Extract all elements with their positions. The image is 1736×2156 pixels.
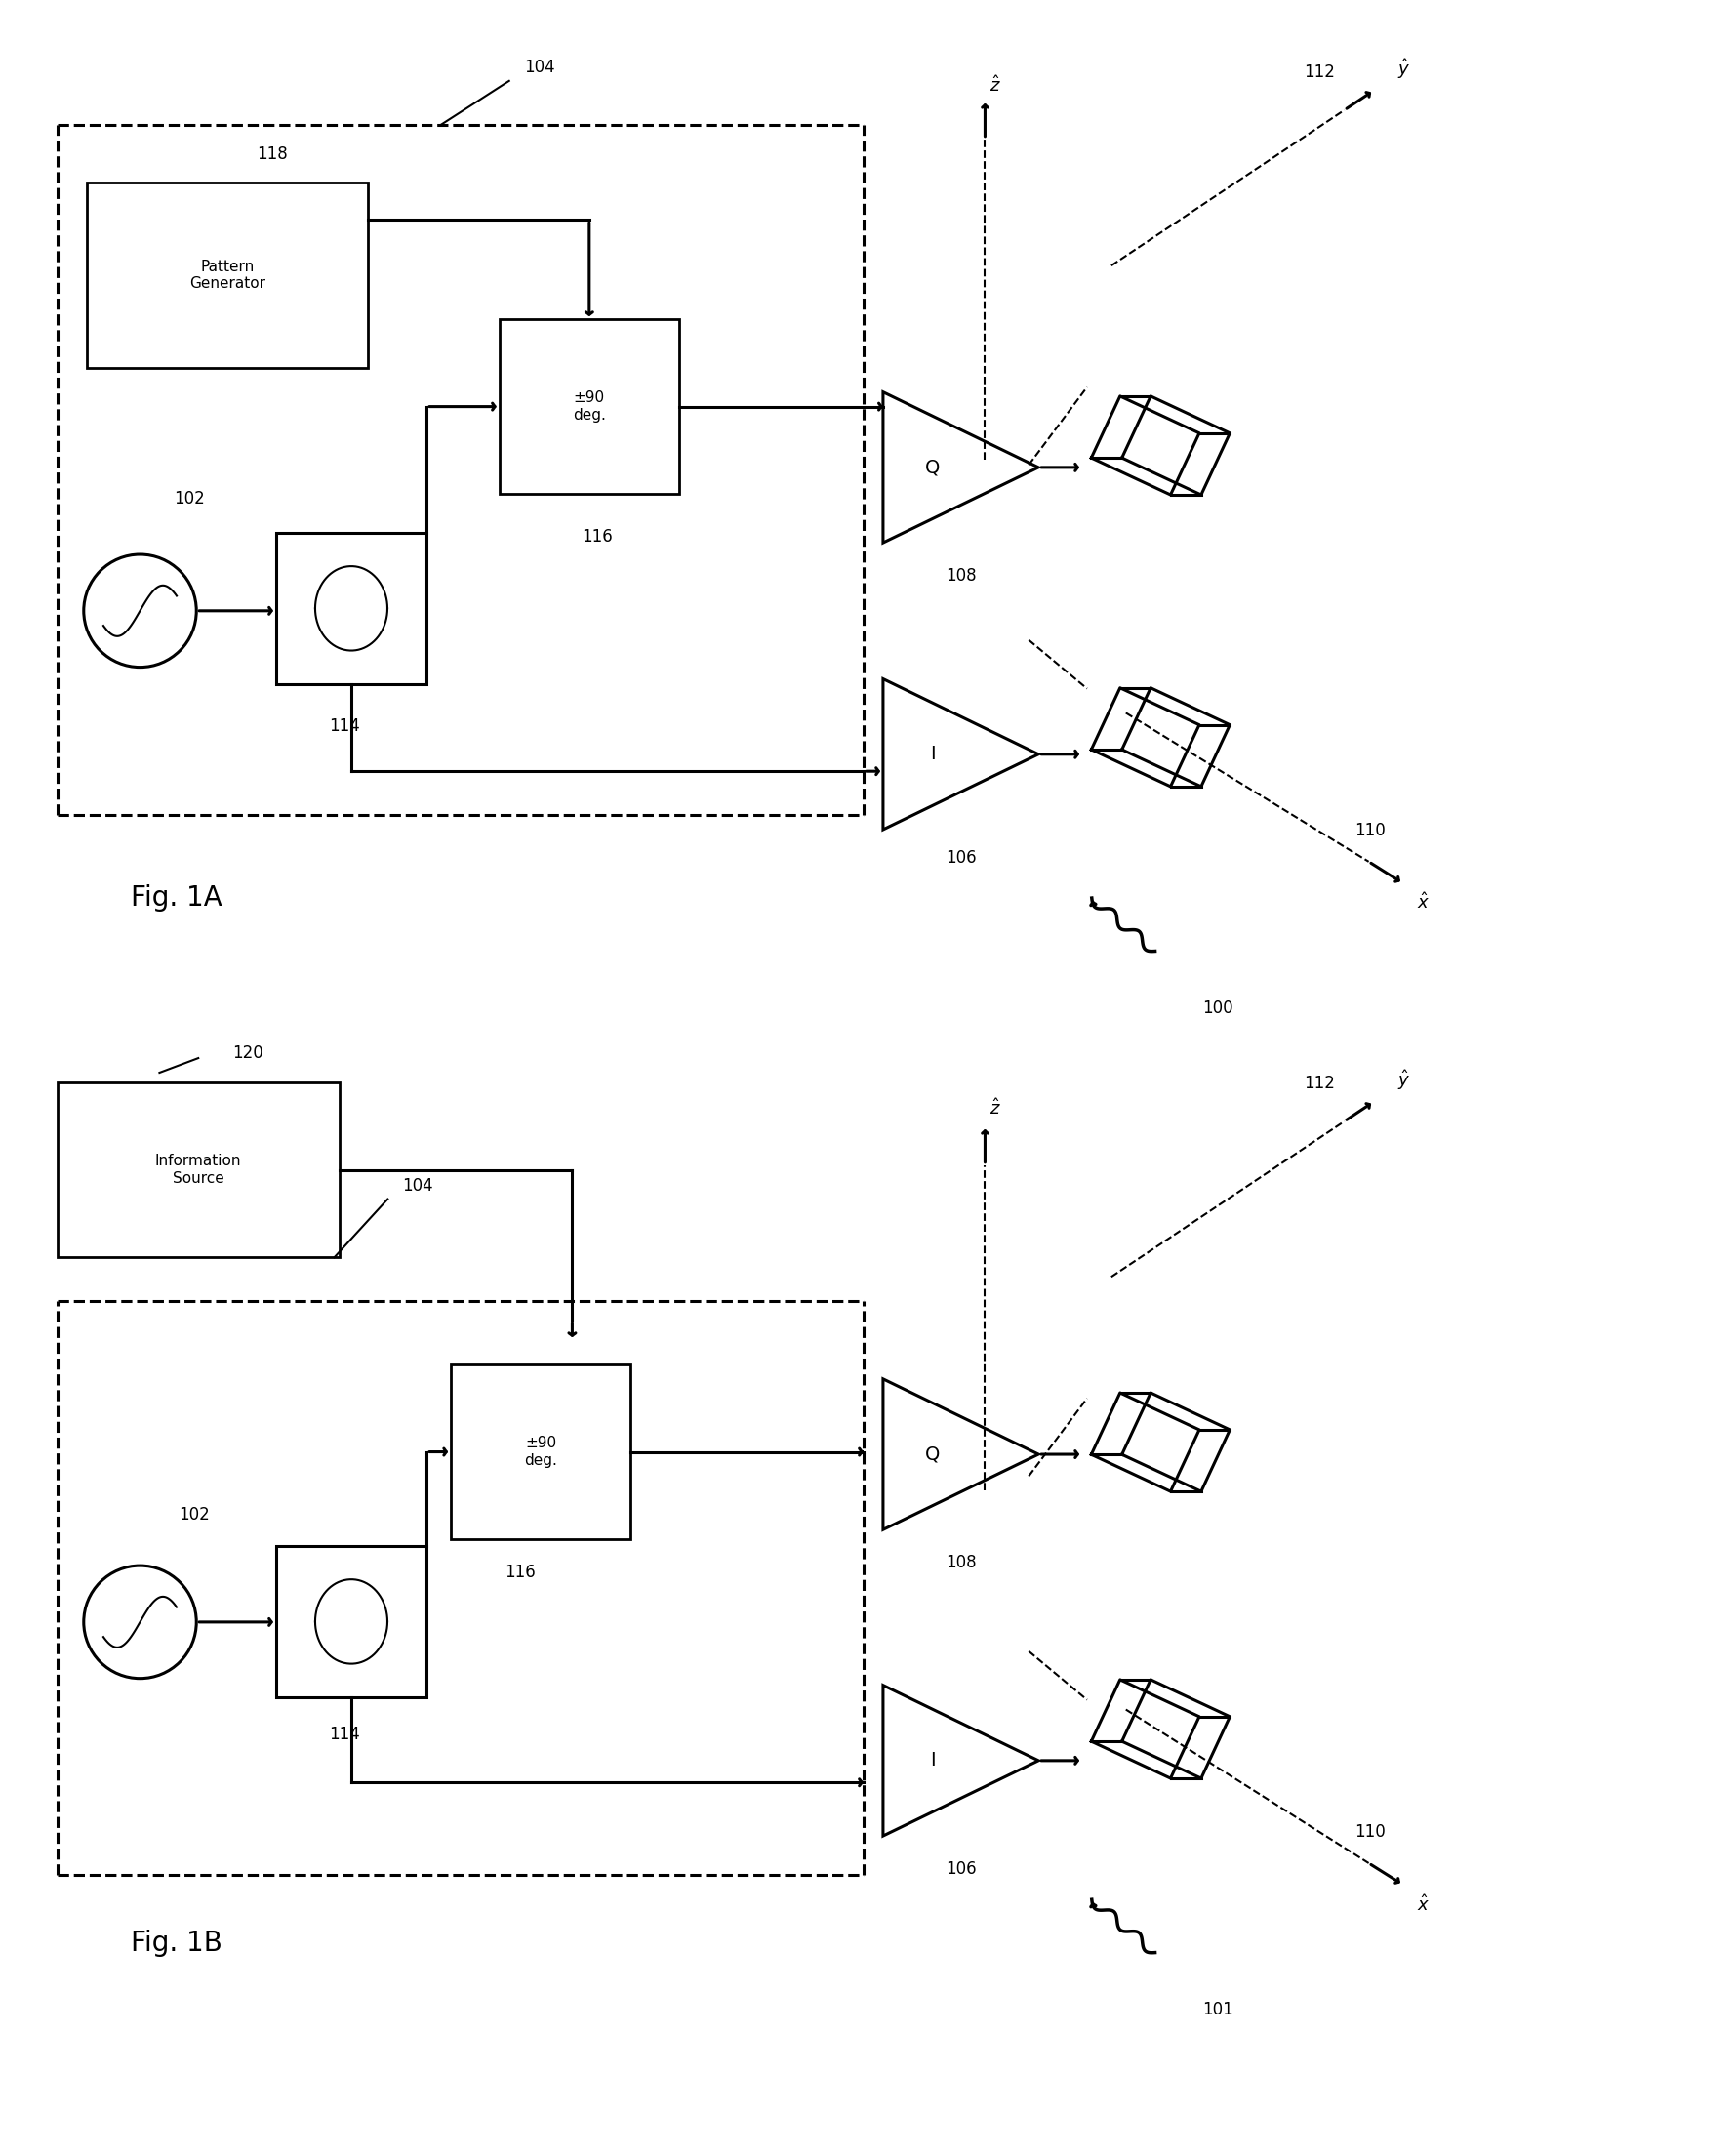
Text: 102: 102 xyxy=(174,489,205,509)
Text: 114: 114 xyxy=(330,1727,361,1744)
Text: $\hat{x}$: $\hat{x}$ xyxy=(1417,893,1430,912)
Text: 106: 106 xyxy=(946,849,977,867)
Bar xyxy=(57,1082,339,1257)
Text: $\hat{y}$: $\hat{y}$ xyxy=(1397,56,1411,82)
Bar xyxy=(451,1365,630,1539)
Text: ±90
deg.: ±90 deg. xyxy=(524,1436,557,1468)
Bar xyxy=(276,533,427,683)
Text: ±90
deg.: ±90 deg. xyxy=(573,390,606,423)
Text: 108: 108 xyxy=(946,1554,977,1572)
Text: 102: 102 xyxy=(179,1507,210,1524)
Bar xyxy=(87,183,368,369)
Text: 116: 116 xyxy=(503,1563,535,1580)
Text: 116: 116 xyxy=(582,528,613,545)
Text: 120: 120 xyxy=(233,1044,264,1063)
Text: Pattern
Generator: Pattern Generator xyxy=(189,259,266,291)
Text: $\hat{z}$: $\hat{z}$ xyxy=(990,1097,1002,1119)
Text: $\hat{y}$: $\hat{y}$ xyxy=(1397,1067,1411,1093)
Text: 104: 104 xyxy=(403,1177,434,1194)
Bar xyxy=(500,319,679,494)
Text: 108: 108 xyxy=(946,567,977,584)
Text: 100: 100 xyxy=(1203,1000,1234,1018)
Text: Q: Q xyxy=(925,1445,941,1464)
Text: 110: 110 xyxy=(1354,821,1385,839)
Text: 114: 114 xyxy=(330,718,361,735)
Text: Information
Source: Information Source xyxy=(155,1153,241,1186)
Text: $\hat{z}$: $\hat{z}$ xyxy=(990,75,1002,95)
Text: $\hat{x}$: $\hat{x}$ xyxy=(1417,1895,1430,1915)
Text: 106: 106 xyxy=(946,1861,977,1878)
Text: 118: 118 xyxy=(257,144,288,162)
Text: I: I xyxy=(930,746,936,763)
Text: Fig. 1B: Fig. 1B xyxy=(130,1930,222,1955)
Text: I: I xyxy=(930,1751,936,1770)
Text: 112: 112 xyxy=(1304,1074,1335,1093)
Text: 101: 101 xyxy=(1203,2001,1234,2018)
Text: 112: 112 xyxy=(1304,63,1335,82)
Bar xyxy=(276,1546,427,1697)
Text: Q: Q xyxy=(925,457,941,476)
Text: 110: 110 xyxy=(1354,1824,1385,1841)
Text: Fig. 1A: Fig. 1A xyxy=(130,884,222,912)
Text: 104: 104 xyxy=(524,58,554,75)
